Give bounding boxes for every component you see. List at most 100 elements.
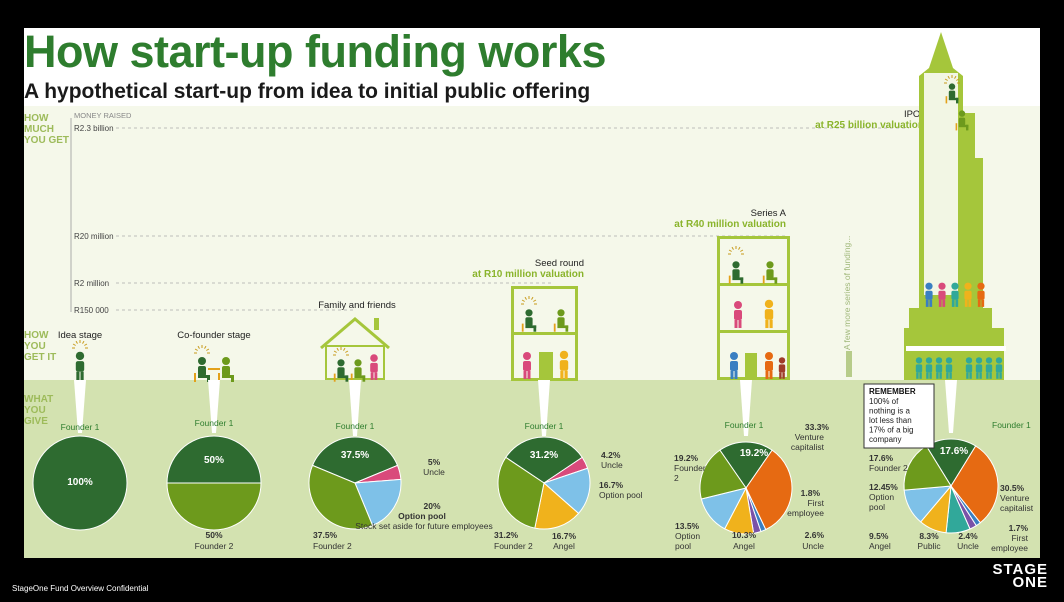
pie-label: Option pool [869, 492, 894, 512]
pie-slice [534, 482, 580, 530]
pie-label: 17.6% [940, 446, 968, 457]
connector-stem [538, 380, 550, 436]
connector-stem [208, 380, 220, 433]
person-icon [975, 357, 983, 379]
idea-bulb-icon [333, 347, 349, 356]
pie-label: Founder 1 [195, 418, 234, 428]
pie-chart [497, 436, 591, 530]
pie-label: Founder 1 [992, 420, 1031, 430]
remember-heading: REMEMBER [869, 387, 916, 396]
pie-label: Founder 1 [725, 420, 764, 430]
pie-label: 12.45% [869, 482, 898, 492]
money-level-label: R2.3 billion [74, 124, 114, 133]
tower-window [924, 73, 958, 295]
house-icon [320, 317, 390, 380]
pie-label: 33.3% [805, 422, 830, 432]
note-marker [846, 351, 852, 377]
pie-slice [950, 445, 999, 524]
pie-label: 19.2% [674, 453, 699, 463]
pie-slice [308, 464, 374, 530]
person-icon [75, 351, 85, 381]
bookshelf-icon [745, 353, 757, 378]
pie-slice [505, 436, 583, 484]
pie-label: 5% [428, 457, 441, 467]
pie-label: Founder 1 [336, 421, 375, 431]
connector-stem [74, 380, 86, 433]
pie-label: 13.5% [675, 521, 700, 531]
person-icon [977, 282, 985, 307]
pie-label: 8.3% [919, 531, 939, 541]
pie-label: 20% [423, 501, 440, 511]
pie-label: 1.8% [801, 488, 821, 498]
tower-floor [906, 346, 1006, 351]
pie-label: 2.6% [805, 530, 825, 540]
person-icon [915, 357, 923, 379]
pie-slice [32, 435, 128, 531]
pie-label: Venture capitalist [791, 432, 825, 452]
connector-stem [945, 380, 957, 433]
pie-label: 1.7% [1009, 523, 1029, 533]
pie-label: Public [917, 541, 941, 551]
stage-valuation: at R25 billion valuation [815, 120, 924, 131]
idea-bulb-icon [194, 345, 210, 354]
seated-person-icon [945, 83, 959, 104]
pie-label: Option pool [398, 511, 446, 521]
pie-label: 9.5% [869, 531, 889, 541]
stage-title: Family and friends [318, 300, 396, 311]
pie-label: 37.5% [313, 530, 338, 540]
pie-chart [32, 435, 128, 531]
pie-label: 10.3% [732, 530, 757, 540]
pie-label: Uncle [802, 541, 824, 551]
pie-label: 16.7% [552, 531, 577, 541]
pie-label: 4.2% [601, 450, 621, 460]
pie-slice [745, 449, 793, 531]
person-icon [925, 357, 933, 379]
remember-text: 100% of nothing is a lot less than 17% of a… [869, 397, 913, 444]
money-level-label: R2 million [74, 279, 109, 288]
pie-label: 16.7% [599, 480, 624, 490]
person-icon [964, 282, 972, 307]
pie-label: Uncle [957, 541, 979, 551]
seated-person-icon [553, 309, 569, 332]
section-how-you-get-it: HOW YOU GET IT [24, 330, 56, 363]
person-icon [925, 282, 933, 307]
pie-label: Uncle [601, 460, 623, 470]
pie-label: 19.2% [740, 448, 768, 459]
seated-person-icon [333, 359, 349, 382]
pie-label: Option pool [675, 531, 700, 551]
stage-title: Series A [751, 208, 787, 219]
pie-label: 2.4% [958, 531, 978, 541]
funding-infographic: HOW MUCH YOU GET HOW YOU GET IT WHAT YOU GIVE MON… [24, 32, 1040, 558]
infographic-slide: HOW MUCH YOU GET HOW YOU GET IT WHAT YOU GIVE MON… [24, 28, 1040, 558]
pie-label: Angel [869, 541, 891, 551]
stage-title: Co-founder stage [177, 330, 250, 341]
section-how-much: HOW MUCH YOU GET [24, 113, 69, 146]
stage-title: Seed round [535, 258, 584, 269]
person-icon [935, 357, 943, 379]
logo-line-2: ONE [1012, 574, 1048, 591]
person-icon [730, 352, 738, 379]
stage-title: IPO* [904, 109, 924, 120]
building-icon [717, 236, 790, 380]
pie-label: Venture capitalist [1000, 493, 1034, 513]
person-icon [370, 354, 378, 380]
logo-line-1: STAGE [992, 561, 1048, 578]
stageone-logo: STAGE ONE [992, 561, 1048, 591]
page-title: How start-up funding works [24, 28, 606, 77]
money-raised-heading: MONEY RAISED [74, 111, 132, 120]
person-icon [778, 357, 786, 379]
pie-slice [311, 436, 399, 484]
seated-person-icon [762, 261, 778, 284]
pie-label: Angel [553, 541, 575, 551]
pie-label: Option pool [599, 490, 643, 500]
section-what-you-give: WHAT YOU GIVE [24, 394, 53, 427]
money-level-label: R150 000 [74, 306, 109, 315]
page-subtitle: A hypothetical start-up from idea to ini… [24, 80, 591, 103]
person-icon [945, 357, 953, 379]
table-icon [208, 368, 220, 370]
money-level-label: R20 million [74, 232, 114, 241]
person-icon [985, 357, 993, 379]
confidential-footer: StageOne Fund Overview Confidential [12, 584, 149, 593]
pie-label: 31.2% [494, 530, 519, 540]
pie-label: Founder 2 [313, 541, 352, 551]
